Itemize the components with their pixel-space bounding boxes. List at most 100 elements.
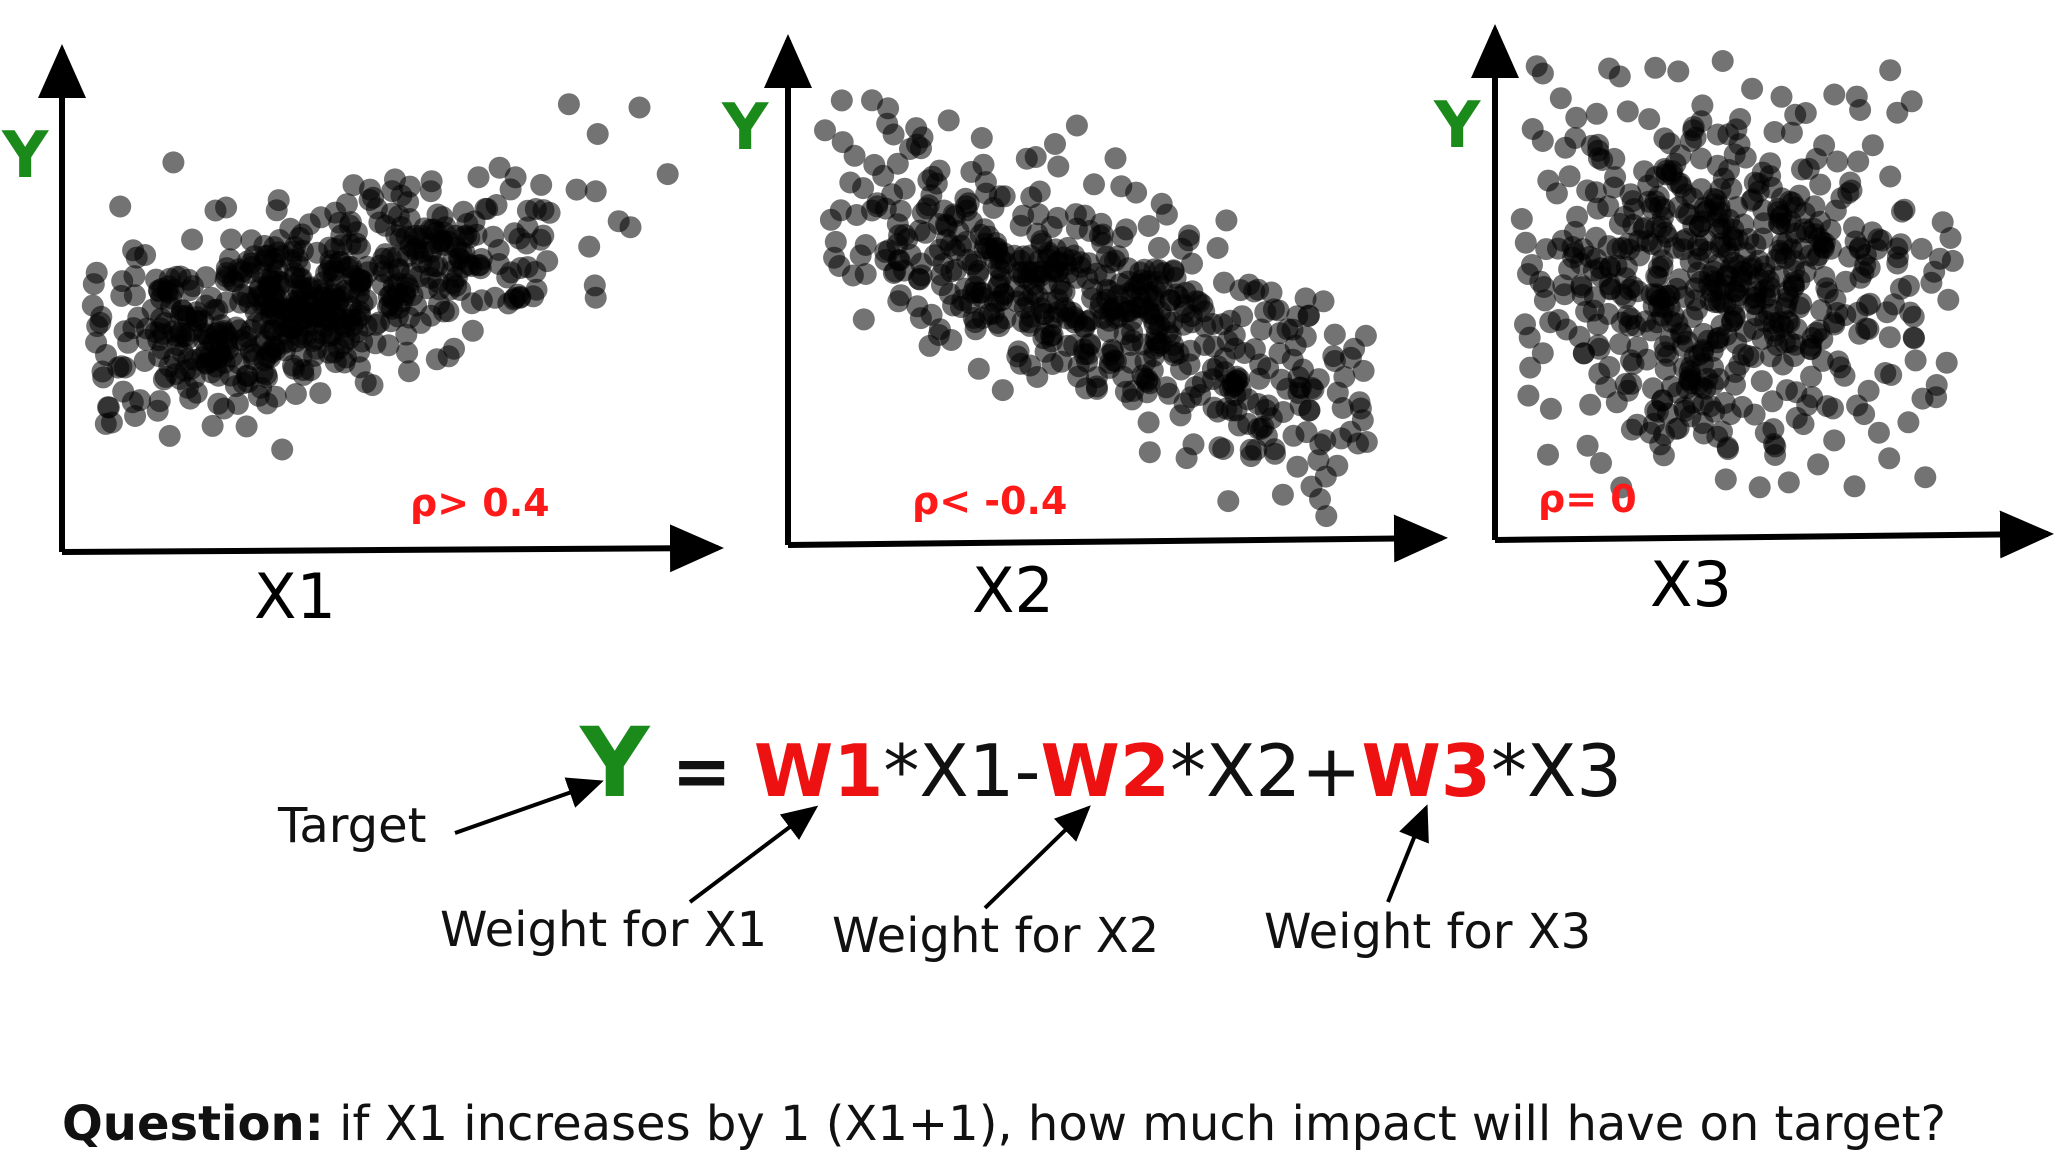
scatter-point xyxy=(1349,397,1372,420)
scatter-point xyxy=(1722,294,1745,317)
equation-w3: W3 xyxy=(1361,729,1491,813)
scatter-point xyxy=(1782,276,1805,299)
scatter-point xyxy=(1570,274,1593,296)
scatter-point xyxy=(972,153,995,176)
scatter-point xyxy=(586,123,609,145)
scatter-point xyxy=(1911,387,1934,410)
scatter-point xyxy=(1638,108,1661,131)
scatter-point xyxy=(1260,281,1283,304)
rho-label-1: ρ> 0.4 xyxy=(410,481,550,525)
scatter-point xyxy=(1824,199,1847,222)
scatter-point xyxy=(1558,165,1581,188)
scatter-point xyxy=(557,93,580,116)
scatter-point xyxy=(1729,108,1752,130)
scatter-point xyxy=(1667,417,1690,440)
scatter-point xyxy=(1616,304,1639,327)
scatter-point xyxy=(1041,323,1064,346)
scatter-point xyxy=(288,226,311,249)
scatter-point xyxy=(1254,398,1277,421)
scatter-point xyxy=(458,226,481,249)
scatter-point xyxy=(1622,213,1645,236)
scatter-point xyxy=(921,165,944,188)
scatter-point xyxy=(220,228,243,251)
scatter-point xyxy=(1298,399,1321,422)
scatter-point xyxy=(1331,397,1354,419)
scatter-point xyxy=(1653,127,1676,150)
scatter-point xyxy=(1690,147,1712,170)
scatter-point xyxy=(1800,365,1823,388)
scatter-point xyxy=(324,287,347,310)
scatter-point xyxy=(134,244,157,266)
scatter-point xyxy=(1271,483,1294,506)
scatter-point xyxy=(368,211,391,234)
scatter-point xyxy=(1182,433,1205,456)
x-axis-label-3: X3 xyxy=(1650,548,1732,621)
scatter-point xyxy=(1718,159,1740,181)
scatter-point xyxy=(263,335,286,358)
scatter-point xyxy=(1616,100,1639,123)
scatter-point xyxy=(1565,106,1588,129)
scatter-point xyxy=(905,117,928,140)
scatter-point xyxy=(1212,438,1235,460)
scatter-point xyxy=(607,210,630,233)
x-axis-x3 xyxy=(1494,510,2054,559)
scatter-point xyxy=(1855,317,1878,340)
scatter-point xyxy=(945,258,968,281)
scatter-point xyxy=(1826,150,1849,173)
scatter-point xyxy=(1763,121,1786,143)
scatter-point xyxy=(1716,436,1739,459)
scatter-point xyxy=(1843,216,1865,239)
scatter-point xyxy=(578,235,601,258)
scatter-point xyxy=(304,328,327,350)
scatter-point xyxy=(1728,353,1751,376)
scatter-point xyxy=(993,185,1016,208)
scatter-point xyxy=(1272,401,1295,423)
scatter-point xyxy=(1598,57,1621,80)
scatter-point xyxy=(1644,56,1667,79)
scatter-point xyxy=(1215,209,1238,232)
scatter-point xyxy=(920,303,943,326)
scatter-point xyxy=(994,307,1017,330)
scatter-point xyxy=(1066,309,1089,332)
scatter-point xyxy=(1682,116,1705,139)
scatter-point xyxy=(484,286,506,309)
scatter-point xyxy=(1686,298,1708,321)
scatter-point xyxy=(1726,229,1749,251)
scatter-point xyxy=(1576,434,1599,457)
scatter-point xyxy=(1609,333,1632,355)
scatter-point xyxy=(1323,350,1346,372)
scatter-point xyxy=(1702,356,1725,379)
scatter-point xyxy=(135,317,158,340)
scatter-point xyxy=(1843,475,1866,498)
scatter-point xyxy=(584,180,607,203)
scatter-point xyxy=(1533,276,1555,298)
regression-equation: Y = W1*X1-W2*X2+W3*X3 xyxy=(580,715,1622,811)
scatter-point xyxy=(1879,59,1902,82)
scatter-point xyxy=(861,89,883,112)
scatter-point xyxy=(1847,150,1870,173)
scatter-point xyxy=(1706,331,1729,354)
scatter-point xyxy=(507,283,529,306)
scatter-point xyxy=(1217,490,1240,513)
scatter-point xyxy=(1554,136,1577,159)
scatter-point xyxy=(1225,365,1248,388)
scatter-point xyxy=(1297,305,1320,327)
scatter-point xyxy=(133,350,156,372)
scatter-point xyxy=(342,174,365,197)
scatter-point xyxy=(1759,152,1782,175)
scatter-point xyxy=(1886,252,1909,275)
scatter-point xyxy=(536,250,559,273)
scatter-point xyxy=(910,137,932,160)
scatter-point xyxy=(516,256,539,279)
scatter-point xyxy=(267,189,290,212)
target-annotation: Target xyxy=(278,798,427,854)
scatter-point xyxy=(1937,288,1960,311)
scatter-point xyxy=(1935,351,1958,374)
scatter-point xyxy=(958,292,981,315)
scatter-point xyxy=(235,415,258,438)
scatter-point xyxy=(938,282,961,305)
scatter-point xyxy=(1178,353,1201,376)
scatter-point xyxy=(964,311,987,334)
scatter-point xyxy=(261,251,284,273)
